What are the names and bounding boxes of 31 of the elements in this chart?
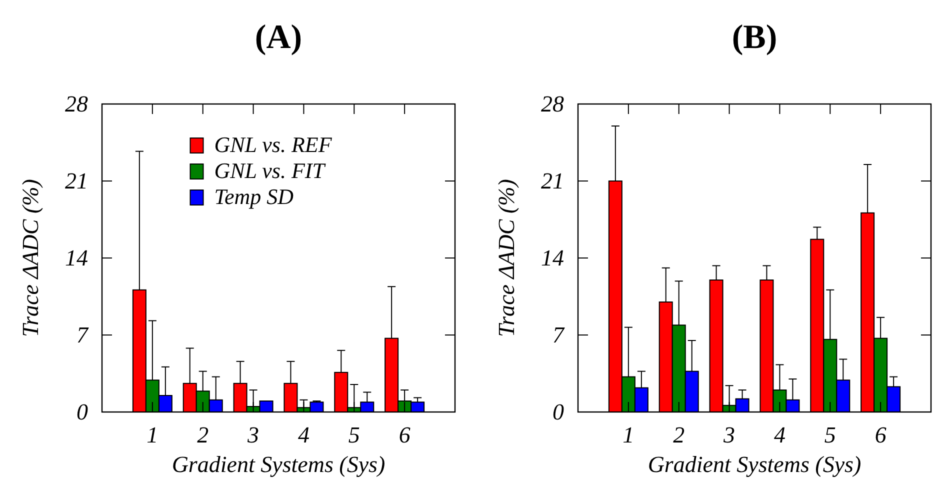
- legend-label: GNL vs. REF: [214, 132, 332, 157]
- y-tick-label: 28: [541, 91, 564, 116]
- x-axis-title: Gradient Systems (Sys): [648, 452, 862, 477]
- x-axis-title: Gradient Systems (Sys): [172, 452, 386, 477]
- x-tick-label: 4: [298, 422, 310, 448]
- y-tick-label: 14: [541, 245, 564, 270]
- y-tick-label: 14: [65, 245, 88, 270]
- chart-title: (B): [732, 19, 778, 56]
- x-tick-label: 6: [874, 422, 887, 448]
- y-tick-label: 7: [552, 322, 566, 348]
- x-tick-label: 5: [824, 422, 836, 448]
- y-tick-label: 7: [76, 322, 90, 348]
- legend-label: GNL vs. FIT: [214, 158, 326, 183]
- x-tick-label: 2: [197, 422, 209, 448]
- chart-title: (A): [254, 19, 302, 56]
- x-tick-label: 3: [246, 422, 260, 448]
- y-axis-title: Trace ΔADC (%): [18, 179, 43, 337]
- y-tick-label: 21: [65, 168, 88, 194]
- y-axis-title: Trace ΔADC (%): [494, 179, 519, 337]
- y-tick-label: 28: [65, 91, 88, 116]
- y-tick-label: 21: [541, 168, 564, 194]
- x-tick-label: 6: [398, 422, 411, 448]
- x-tick-label: 1: [146, 422, 158, 448]
- x-tick-label: 4: [774, 422, 786, 448]
- y-tick-label: 0: [76, 399, 88, 424]
- x-tick-label: 2: [673, 422, 685, 448]
- y-tick-label: 0: [552, 399, 564, 424]
- x-tick-label: 3: [722, 422, 736, 448]
- legend-label: Temp SD: [214, 184, 294, 209]
- x-tick-label: 5: [348, 422, 360, 448]
- x-tick-label: 1: [622, 422, 634, 448]
